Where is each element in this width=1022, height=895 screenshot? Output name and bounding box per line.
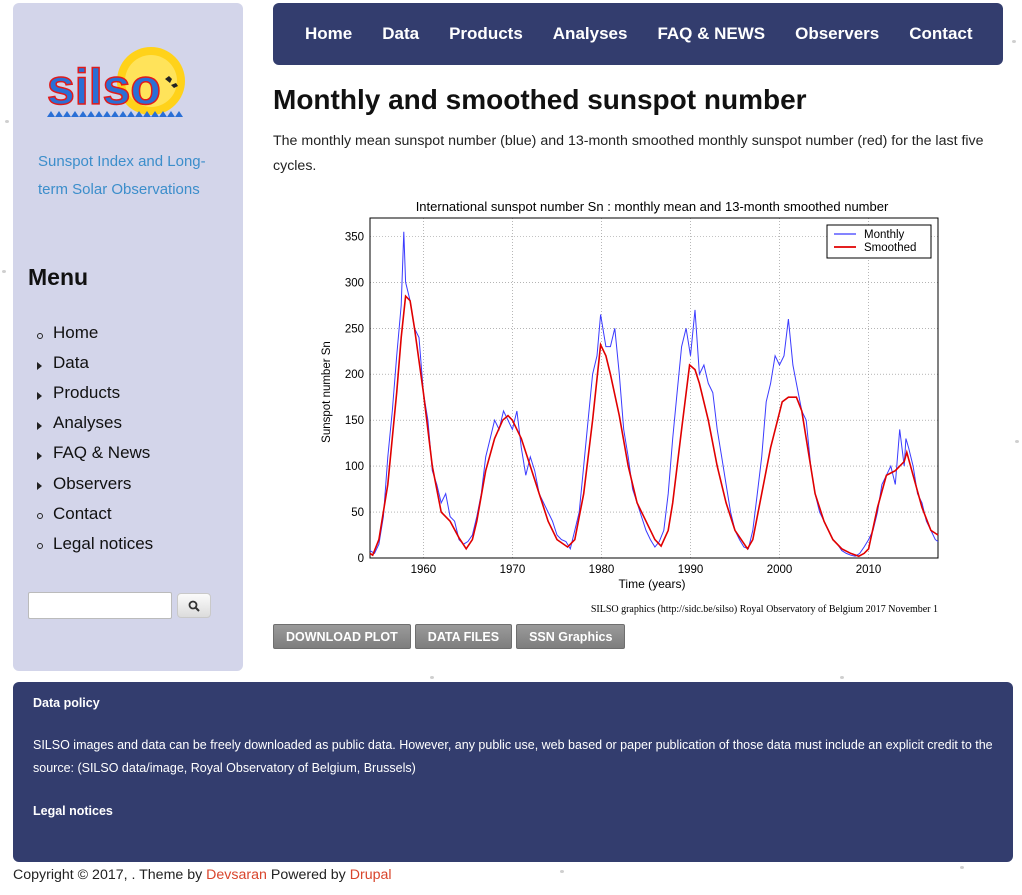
sidebar-item-observers[interactable]: Observers	[13, 468, 243, 498]
sidebar-item-legal-notices[interactable]: Legal notices	[13, 529, 243, 559]
y-tick-label: 50	[351, 507, 364, 519]
background-speck	[960, 866, 964, 869]
y-tick-label: 150	[345, 415, 364, 427]
background-speck	[5, 120, 9, 123]
triangle-right-icon	[37, 417, 49, 429]
devsaran-link[interactable]: Devsaran	[206, 867, 267, 883]
chart-legend: Monthly Smoothed	[826, 224, 932, 259]
sidebar-item-label: Home	[53, 323, 99, 343]
intro-text: The monthly mean sunspot number (blue) a…	[273, 133, 984, 174]
drupal-link[interactable]: Drupal	[349, 867, 392, 883]
data-files-button[interactable]: DATA FILES	[414, 624, 513, 649]
search-input[interactable]	[28, 592, 172, 619]
legend-label-monthly: Monthly	[864, 229, 905, 241]
sidebar: silso Sunspot Index and Long-term Solar …	[13, 3, 243, 671]
ssn-graphics-button[interactable]: SSN Graphics	[516, 624, 626, 649]
sidebar-item-label: Legal notices	[53, 533, 154, 553]
nav-products[interactable]: Products	[449, 24, 523, 43]
background-speck	[840, 676, 844, 679]
action-buttons: DOWNLOAD PLOT DATA FILES SSN Graphics	[273, 624, 626, 649]
y-tick-label: 300	[345, 277, 364, 289]
y-tick-label: 200	[345, 369, 364, 381]
sidebar-item-products[interactable]: Products	[13, 378, 243, 408]
sidebar-item-faq-news[interactable]: FAQ & News	[13, 438, 243, 468]
x-tick-label: 1970	[500, 564, 526, 576]
legend-box	[826, 224, 932, 259]
sidebar-item-label: Analyses	[53, 413, 122, 433]
series-line-monthly	[369, 231, 939, 557]
series-line-smoothed	[369, 294, 939, 558]
nav-data[interactable]: Data	[382, 24, 420, 43]
background-speck	[2, 270, 6, 273]
y-tick-label: 250	[345, 323, 364, 335]
silso-logo-icon[interactable]: silso	[46, 41, 187, 123]
y-tick-label: 0	[358, 553, 364, 565]
sidebar-item-home[interactable]: Home	[13, 318, 243, 348]
data-policy-text: SILSO images and data can be freely down…	[33, 738, 993, 775]
nav-home[interactable]: Home	[305, 24, 353, 43]
chart-title: International sunspot number Sn : monthl…	[416, 199, 889, 214]
data-policy-title[interactable]: Data policy	[33, 696, 100, 710]
sidebar-item-label: Observers	[53, 473, 132, 493]
triangle-right-icon	[37, 357, 49, 369]
chart-credit: SILSO graphics (http://sidc.be/silso) Ro…	[591, 604, 938, 615]
sidebar-item-contact[interactable]: Contact	[13, 499, 243, 529]
sidebar-item-label: Contact	[53, 503, 112, 523]
sidebar-item-analyses[interactable]: Analyses	[13, 408, 243, 438]
powered-by-text: Powered by	[270, 867, 346, 883]
chart-grid	[370, 218, 938, 559]
site-tagline[interactable]: Sunspot Index and Long-term Solar Observ…	[38, 153, 206, 198]
nav-analyses[interactable]: Analyses	[552, 24, 628, 43]
sidebar-item-data[interactable]: Data	[13, 348, 243, 378]
y-tick-label: 100	[345, 461, 364, 473]
nav-contact[interactable]: Contact	[909, 24, 973, 43]
x-tick-label: 1990	[678, 564, 704, 576]
sidebar-menu: Home Data Products Analyses FAQ & News O…	[13, 318, 243, 559]
triangle-right-icon	[37, 478, 49, 490]
x-tick-label: 2010	[856, 564, 882, 576]
x-tick-label: 2000	[767, 564, 793, 576]
sidebar-item-label: FAQ & News	[53, 443, 151, 463]
background-speck	[1012, 40, 1016, 43]
circle-bullet-icon	[37, 538, 49, 550]
circle-bullet-icon	[37, 327, 49, 339]
triangle-right-icon	[37, 447, 49, 459]
background-speck	[560, 870, 564, 873]
x-axis-ticks: 1960 1970 1980 1990 2000 2010	[411, 564, 882, 576]
nav-faq-news[interactable]: FAQ & NEWS	[657, 24, 766, 43]
x-tick-label: 1980	[589, 564, 615, 576]
footer: Data policy SILSO images and data can be…	[13, 682, 1013, 862]
copyright-line: Copyright © 2017, . Theme by Devsaran Po…	[13, 867, 392, 883]
background-speck	[1015, 440, 1019, 443]
search-icon	[188, 600, 200, 612]
circle-bullet-icon	[37, 508, 49, 520]
top-navigation: Home Data Products Analyses FAQ & NEWS O…	[273, 3, 1003, 65]
sidebar-item-label: Products	[53, 383, 121, 403]
legal-notices-link[interactable]: Legal notices	[33, 804, 113, 818]
chart-frame	[369, 217, 939, 559]
page-title: Monthly and smoothed sunspot number	[273, 84, 807, 115]
nav-observers[interactable]: Observers	[795, 24, 880, 43]
copyright-text: Copyright © 2017, . Theme by	[13, 867, 203, 883]
background-speck	[430, 676, 434, 679]
sunspot-chart[interactable]: International sunspot number Sn : monthl…	[312, 196, 960, 616]
legend-label-smoothed: Smoothed	[864, 242, 916, 254]
y-tick-label: 350	[345, 231, 364, 243]
y-axis-label: Sunspot number Sn	[321, 341, 333, 443]
menu-title: Menu	[28, 264, 89, 290]
x-tick-label: 1960	[411, 564, 437, 576]
x-axis-label: Time (years)	[619, 577, 686, 591]
search-button[interactable]	[177, 593, 211, 618]
triangle-right-icon	[37, 387, 49, 399]
sidebar-item-label: Data	[53, 353, 89, 373]
svg-text:silso: silso	[47, 59, 161, 115]
download-plot-button[interactable]: DOWNLOAD PLOT	[273, 624, 411, 649]
y-axis-ticks: 0 50 100 150 200 250 300 350	[345, 231, 364, 565]
